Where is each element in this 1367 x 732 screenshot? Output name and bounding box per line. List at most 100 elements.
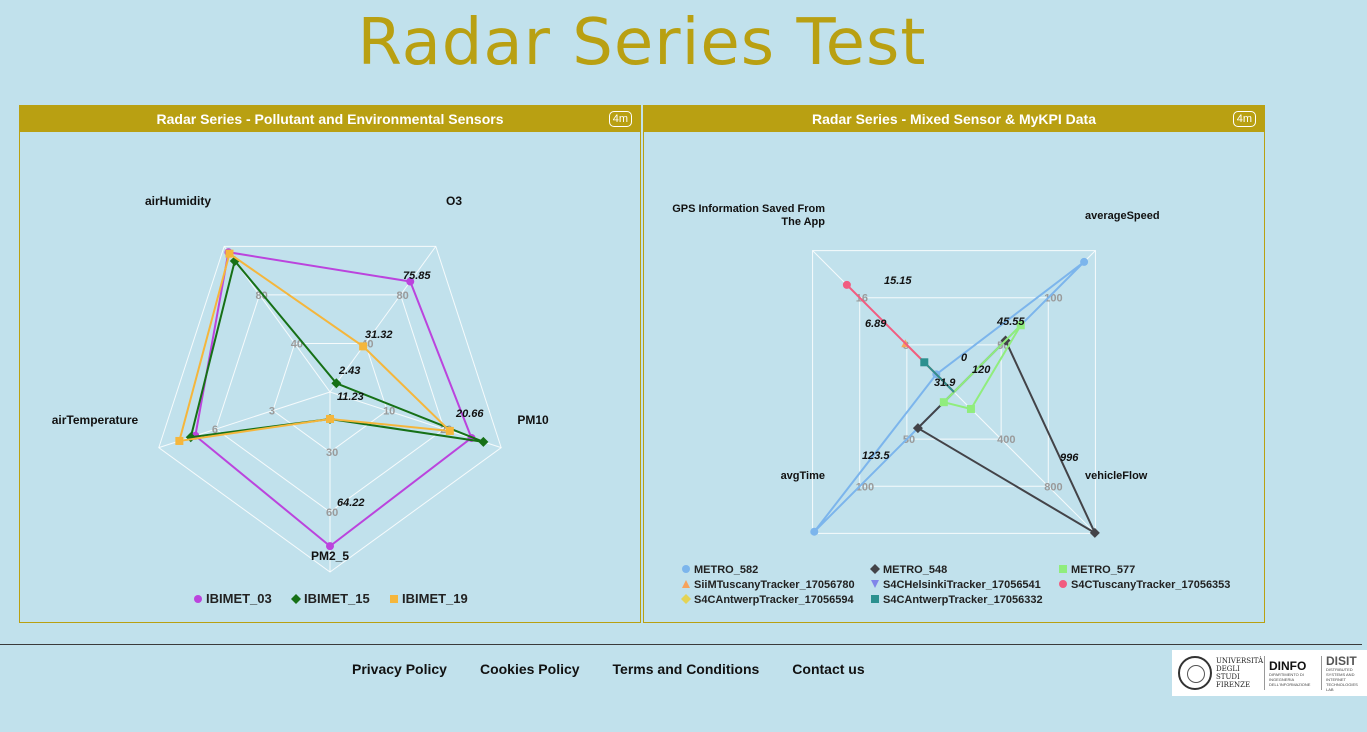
university-name: UNIVERSITÀ DEGLI STUDI FIRENZE (1216, 657, 1264, 689)
widget-title: Radar Series - Mixed Sensor & MyKPI Data (812, 111, 1096, 127)
data-point-ibimet-19 (445, 426, 454, 435)
data-label: 31.32 (365, 329, 393, 341)
data-point-ibimet-19 (359, 342, 368, 351)
data-point-metro-577 (966, 404, 975, 413)
axis-label-pm2-5: PM2_5 (311, 549, 349, 563)
cookies-policy-link[interactable]: Cookies Policy (479, 661, 580, 677)
series-line-ibimet-03 (194, 251, 473, 548)
refresh-time-badge[interactable]: 4m (1232, 111, 1256, 127)
data-label: 31.9 (934, 377, 956, 389)
tick-label: 800 (1044, 481, 1062, 493)
data-point-metro-582 (810, 527, 819, 536)
tick-label: 30 (326, 447, 338, 459)
data-label: 75.85 (403, 270, 431, 282)
legend-marker-s4cantwerptracker-17056332 (871, 595, 879, 603)
axis-label-airhumidity: airHumidity (145, 194, 211, 208)
data-point-metro-548 (912, 423, 923, 434)
legend-marker-s4ctuscanytracker-17056353 (1059, 580, 1067, 588)
data-label: 120 (972, 364, 991, 376)
series-line-ibimet-19 (177, 252, 453, 443)
grid-ring (215, 294, 445, 513)
axis-label-pm10: PM10 (517, 413, 549, 427)
legend-item-s4cantwerptracker-17056332: S4CAntwerpTracker_17056332 (883, 594, 1043, 606)
tick-label: 60 (326, 507, 338, 519)
lab-subtitle: DISTRIBUTED SYSTEMS AND INTERNET TECHNOL… (1326, 666, 1358, 692)
data-label: 11.23 (337, 391, 364, 403)
legend-marker-s4chelsinkitracker-17056541 (871, 580, 879, 588)
dept-logo: DINFO DIPARTIMENTO DI INGEGNERIA DELL'INF… (1269, 660, 1317, 687)
grid-ring (158, 245, 502, 573)
data-point-ibimet-19 (326, 414, 334, 423)
legend-item-s4ctuscanytracker-17056353: S4CTuscanyTracker_17056353 (1071, 579, 1230, 591)
university-seal-icon (1178, 656, 1212, 690)
data-point-ibimet-19 (175, 436, 184, 445)
legend-item-ibimet-19: IBIMET_19 (402, 591, 468, 606)
legend-item-ibimet-03: IBIMET_03 (206, 591, 272, 606)
data-point-metro-577 (1016, 321, 1025, 330)
legend-marker-siimtuscanytracker-17056780 (682, 580, 690, 588)
legend-marker-s4cantwerptracker-17056594 (681, 594, 691, 604)
tick-label: 40 (291, 338, 303, 350)
privacy-policy-link[interactable]: Privacy Policy (352, 661, 447, 677)
tick-label: 80 (397, 290, 409, 302)
data-label: 64.22 (337, 497, 365, 509)
tick-label: 400 (997, 434, 1015, 446)
legend-marker-ibimet-15 (291, 594, 301, 604)
lab-logo: DISIT DISTRIBUTED SYSTEMS AND INTERNET TE… (1326, 655, 1366, 692)
legend-item-s4chelsinkitracker-17056541: S4CHelsinkiTracker_17056541 (883, 579, 1041, 591)
data-label: 0 (961, 352, 968, 364)
radar-chart-mixed: averageSpeed50100vehicleFlow400800avgTim… (672, 203, 1230, 606)
legend-marker-metro-548 (870, 564, 880, 574)
axis-spoke (953, 391, 1096, 534)
terms-link[interactable]: Terms and Conditions (612, 661, 760, 677)
legend-marker-ibimet-03 (194, 595, 202, 603)
data-point-metro-548 (1089, 527, 1100, 538)
footer-divider (0, 644, 1362, 645)
legend-item-siimtuscanytracker-17056780: SiiMTuscanyTracker_17056780 (694, 579, 855, 591)
data-label: 6.89 (865, 318, 887, 330)
axis-label-vehicleflow: vehicleFlow (1085, 470, 1148, 482)
data-label: 996 (1060, 452, 1079, 464)
tick-label: 6 (212, 424, 218, 436)
data-point-s4ctuscanytracker-17056353 (842, 280, 851, 289)
grid-ring (272, 342, 388, 453)
tick-label: 50 (903, 434, 915, 446)
legend-item-metro-582: METRO_582 (694, 564, 758, 576)
data-point-s4cantwerptracker-17056332 (920, 358, 929, 367)
axis-label-averagespeed: averageSpeed (1085, 210, 1160, 222)
footer-links: Privacy Policy Cookies Policy Terms and … (352, 661, 865, 677)
widget-header: Radar Series - Mixed Sensor & MyKPI Data… (644, 106, 1264, 132)
data-point-ibimet-15 (478, 436, 489, 447)
radar-widget-pollutants: Radar Series - Pollutant and Environment… (19, 105, 641, 623)
institution-logo[interactable]: UNIVERSITÀ DEGLI STUDI FIRENZE DINFO DIPA… (1172, 650, 1367, 696)
data-label: 45.55 (996, 316, 1025, 328)
widget-title: Radar Series - Pollutant and Environment… (156, 111, 504, 127)
logo-divider (1264, 656, 1265, 690)
data-label: 15.15 (884, 275, 912, 287)
data-point-metro-577 (939, 398, 948, 407)
data-label: 2.43 (338, 365, 360, 377)
legend-item-metro-548: METRO_548 (883, 564, 947, 576)
radar-widget-mixed: Radar Series - Mixed Sensor & MyKPI Data… (643, 105, 1265, 623)
contact-link[interactable]: Contact us (792, 661, 865, 677)
tick-label: 10 (383, 406, 395, 418)
data-point-ibimet-15 (229, 255, 240, 266)
legend-item-ibimet-15: IBIMET_15 (304, 591, 370, 606)
axis-label-gps-information-saved-from-the-app: GPS Information Saved From The App (672, 203, 825, 228)
axis-label-avgtime: avgTime (781, 470, 825, 482)
dept-subtitle: DIPARTIMENTO DI INGEGNERIA DELL'INFORMAZ… (1269, 671, 1311, 687)
dept-name: DINFO (1269, 658, 1307, 673)
page-title: Radar Series Test (357, 6, 927, 80)
data-label: 123.5 (862, 450, 890, 462)
widget-header: Radar Series - Pollutant and Environment… (20, 106, 640, 132)
data-point-ibimet-15 (331, 378, 342, 389)
axis-label-airtemperature: airTemperature (52, 413, 139, 427)
data-label: 20.66 (455, 408, 484, 420)
data-point-ibimet-03 (326, 542, 334, 551)
data-point-metro-582 (1080, 257, 1089, 266)
axis-label-o3: O3 (446, 194, 462, 208)
legend-marker-metro-582 (682, 565, 690, 573)
legend-marker-ibimet-19 (390, 595, 398, 603)
series-line-ibimet-15 (189, 258, 484, 443)
refresh-time-badge[interactable]: 4m (608, 111, 632, 127)
